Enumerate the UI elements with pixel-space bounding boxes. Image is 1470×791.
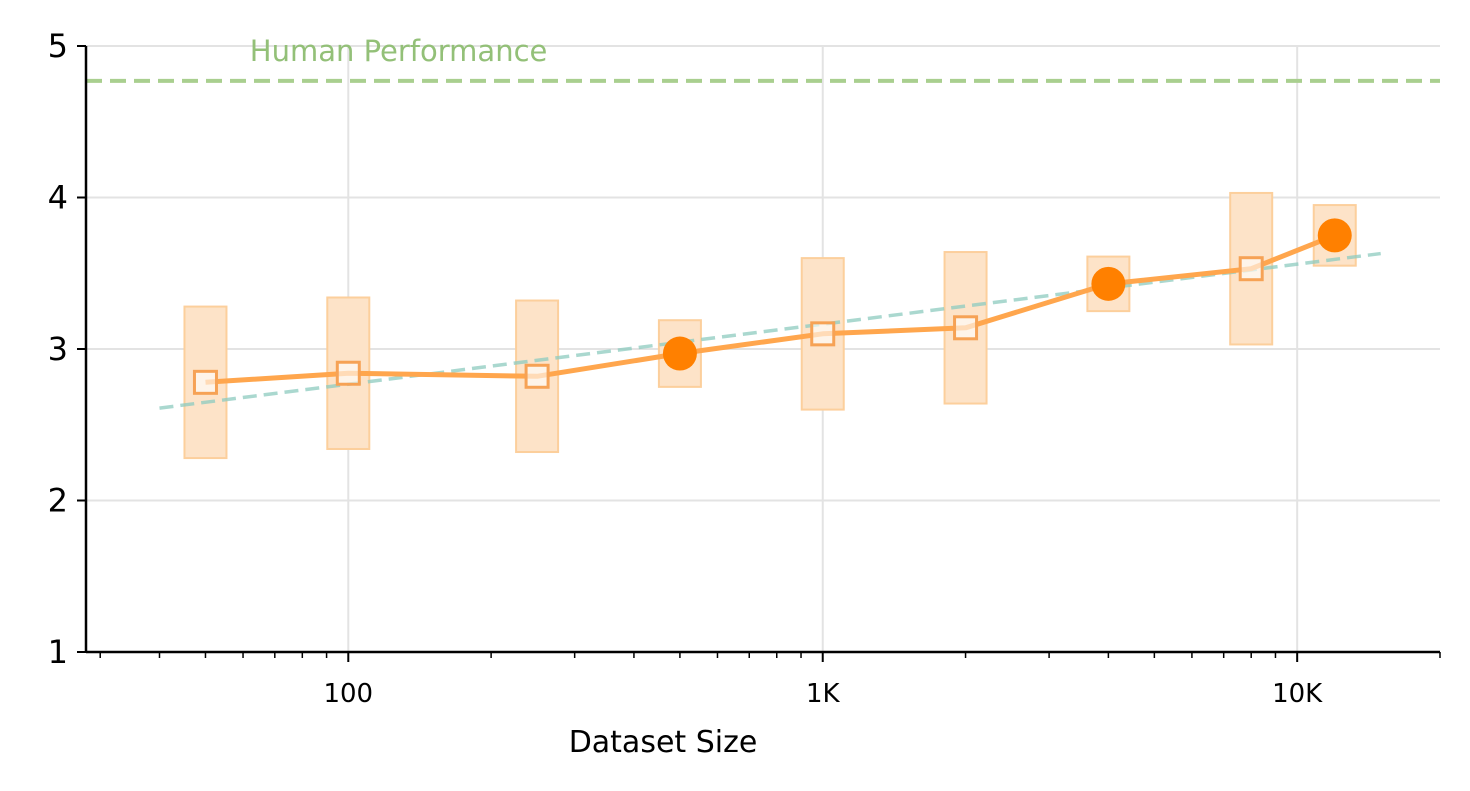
axis-ticks: 1 2 3 4 5 100 1K 10K xyxy=(48,27,1441,709)
data-point-circle xyxy=(1317,218,1352,253)
y-tick-label: 4 xyxy=(48,179,68,217)
x-tick-label: 1K xyxy=(806,679,841,709)
trend-line xyxy=(159,251,1381,410)
series-line xyxy=(205,233,1336,385)
y-tick-label: 1 xyxy=(48,633,68,671)
x-tick-label: 10K xyxy=(1272,679,1323,709)
y-tick-label: 5 xyxy=(48,27,68,65)
error-bands xyxy=(183,191,1357,460)
series-group xyxy=(192,218,1352,395)
x-tick-label: 100 xyxy=(323,679,373,709)
data-point-circle xyxy=(1091,266,1126,301)
x-axis-label: Dataset Size xyxy=(569,725,758,760)
y-tick-label: 2 xyxy=(48,482,68,520)
data-point-square xyxy=(192,369,218,395)
data-point-circle xyxy=(662,336,697,371)
data-point-square xyxy=(524,363,550,389)
trend-line-group xyxy=(159,251,1381,410)
data-point-square xyxy=(335,360,361,386)
human-performance-label: Human Performance xyxy=(250,34,548,68)
human-performance-reference: Human Performance xyxy=(86,34,1440,83)
data-point-square xyxy=(810,321,836,347)
data-point-square xyxy=(1238,256,1264,282)
data-point-square xyxy=(953,315,979,341)
grid-lines xyxy=(86,45,1440,652)
y-tick-label: 3 xyxy=(48,330,68,368)
